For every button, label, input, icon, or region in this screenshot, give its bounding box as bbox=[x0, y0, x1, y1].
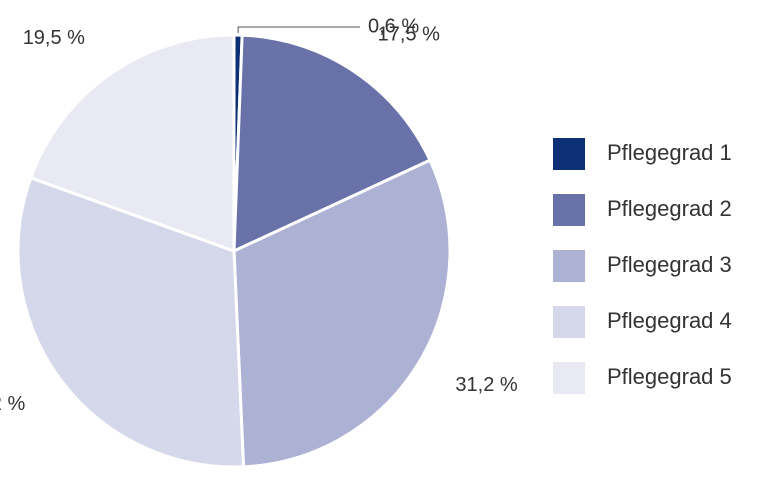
data-label: 31,2 % bbox=[0, 393, 25, 415]
data-label: 17,5 % bbox=[378, 24, 440, 46]
legend-label: Pflegegrad 2 bbox=[607, 196, 732, 221]
legend-swatch bbox=[553, 250, 585, 282]
legend-swatch bbox=[553, 306, 585, 338]
data-label: 0,6 % bbox=[368, 15, 419, 37]
leader-line bbox=[237, 26, 360, 34]
legend-label: Pflegegrad 1 bbox=[607, 140, 732, 165]
data-label: 19,5 % bbox=[23, 27, 85, 49]
legend-swatch bbox=[553, 194, 585, 226]
legend-swatch bbox=[553, 138, 585, 170]
pie-slice bbox=[232, 33, 433, 254]
legend-label: Pflegegrad 5 bbox=[607, 364, 732, 389]
legend-label: Pflegegrad 4 bbox=[607, 308, 732, 333]
pie-slice bbox=[28, 33, 236, 254]
pie-slice bbox=[232, 158, 452, 469]
legend-label: Pflegegrad 3 bbox=[607, 252, 732, 277]
data-label: 31,2 % bbox=[455, 374, 517, 396]
legend-swatch bbox=[553, 362, 585, 394]
pie-slice bbox=[16, 175, 246, 469]
